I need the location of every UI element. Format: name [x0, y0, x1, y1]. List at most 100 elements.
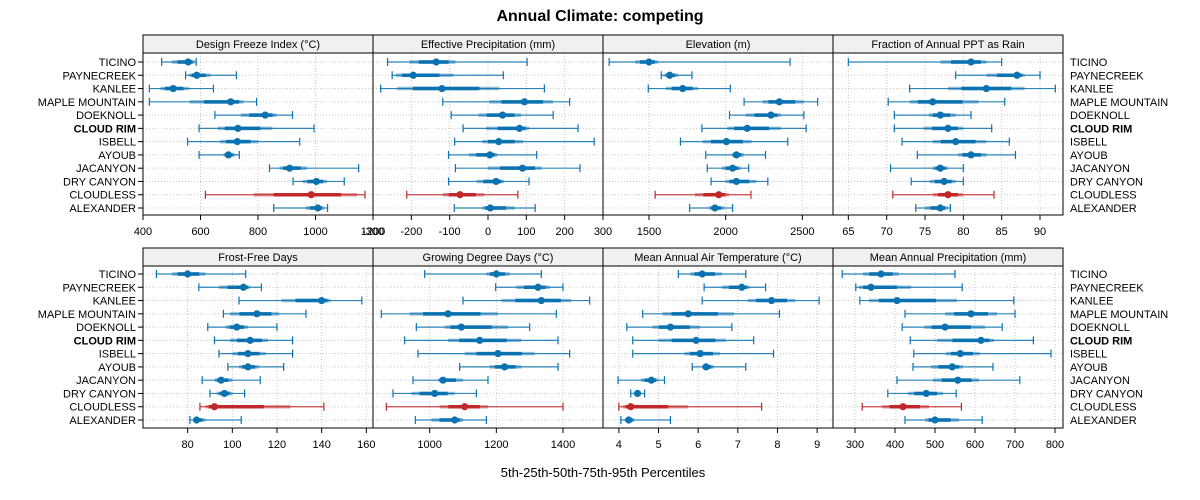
median-point	[940, 177, 948, 186]
median-point	[728, 164, 737, 172]
site-label-left: ALEXANDER	[69, 415, 136, 427]
panel-3: Fraction of Annual PPT as Rain 65 70 75 80 85…	[832, 34, 1064, 238]
median-point	[234, 124, 242, 132]
site-label-right: MAPLE MOUNTAIN	[1070, 309, 1168, 321]
site-row-dry-canyon	[209, 389, 246, 398]
median-point	[767, 111, 775, 119]
median-point	[967, 310, 975, 318]
site-row-alexander	[689, 204, 734, 212]
median-point	[775, 98, 783, 106]
site-label-left: MAPLE MOUNTAIN	[38, 309, 136, 321]
site-row-doeknoll	[901, 323, 1003, 332]
site-label-left: PAYNECREEK	[62, 70, 136, 82]
median-point	[696, 350, 704, 358]
site-row-paynecreek	[855, 283, 963, 292]
site-label-right: PAYNECREEK	[1070, 70, 1144, 82]
median-point	[936, 111, 944, 119]
median-point	[244, 350, 252, 358]
site-label-left: CLOUD RIM	[74, 123, 136, 135]
site-row-cloud-rim	[198, 124, 315, 133]
median-point	[944, 191, 952, 199]
axis-tick-label: 2500	[790, 226, 814, 238]
axis-tick-label: 4	[616, 439, 622, 451]
site-row-paynecreek	[955, 71, 1041, 80]
median-point	[432, 58, 440, 66]
median-point	[244, 363, 252, 371]
site-row-ticino	[386, 58, 528, 66]
site-row-cloudless	[385, 402, 564, 411]
site-label-left: DRY CANYON	[63, 388, 136, 400]
site-row-alexander	[273, 204, 329, 212]
site-row-jacanyon	[412, 376, 489, 385]
median-point	[666, 323, 675, 331]
median-point	[867, 283, 875, 291]
site-row-ayoub	[691, 362, 747, 371]
panel-4: Frost-Free Days 80 100 120 140 160	[142, 247, 375, 451]
median-point	[486, 204, 494, 212]
site-row-paynecreek	[703, 283, 767, 292]
median-point	[929, 98, 937, 106]
site-label-right: CLOUDLESS	[1070, 190, 1137, 202]
axis-tick-label: 300	[846, 439, 864, 451]
site-label-left: JACANYON	[76, 163, 136, 175]
site-row-cloud-rim	[909, 336, 1035, 345]
axis-tick-label: 5	[655, 439, 661, 451]
site-row-jacanyon	[617, 376, 666, 385]
axis-tick-label: 500	[926, 439, 944, 451]
site-label-right: CLOUD RIM	[1070, 123, 1132, 135]
axis-tick-label: 400	[134, 226, 152, 238]
panel-plot-area	[373, 266, 603, 428]
site-row-cloudless	[406, 190, 519, 199]
site-row-isbell	[901, 137, 1010, 146]
site-row-jacanyon	[896, 376, 1021, 385]
site-row-maple-mountain	[904, 309, 1016, 318]
median-point	[192, 416, 201, 424]
site-row-isbell	[454, 137, 595, 146]
median-point	[722, 138, 731, 146]
site-label-left: TICINO	[99, 269, 137, 281]
site-row-maple-mountain	[887, 97, 1006, 106]
site-label-left: CLOUDLESS	[69, 190, 136, 202]
site-row-doeknoll	[214, 111, 294, 120]
site-row-cloudless	[199, 402, 325, 411]
site-label-right: AYOUB	[1070, 362, 1108, 374]
axis-tick-label: 80	[182, 439, 194, 451]
panel-strip-title: Design Freeze Index (°C)	[196, 39, 320, 51]
median-point	[492, 177, 500, 186]
median-point	[217, 376, 225, 384]
median-point	[193, 71, 201, 79]
site-row-jacanyon	[268, 164, 360, 173]
median-point	[982, 84, 990, 93]
site-label-left: TICINO	[99, 57, 137, 69]
site-row-cloud-rim	[462, 124, 579, 133]
site-label-left: AYOUB	[98, 362, 136, 374]
axis-tick-label: 200	[555, 226, 573, 238]
median-point	[498, 111, 507, 119]
site-row-cloud-rim	[893, 124, 993, 133]
site-label-right: TICINO	[1070, 57, 1108, 69]
site-row-isbell	[417, 349, 571, 358]
median-point	[698, 270, 706, 278]
median-point	[679, 84, 687, 93]
median-point	[239, 283, 248, 291]
site-label-right: ALEXANDER	[1070, 203, 1137, 215]
site-row-dry-canyon	[887, 389, 957, 398]
median-point	[952, 138, 960, 146]
axis-tick-label: 70	[881, 226, 893, 238]
median-point	[520, 98, 529, 106]
axis-tick-label: -300	[362, 226, 384, 238]
site-row-paynecreek	[660, 71, 693, 80]
median-point	[210, 403, 219, 411]
axis-tick-label: -200	[400, 226, 422, 238]
axis-tick-label: 1000	[417, 439, 441, 451]
site-row-cloudless	[618, 402, 763, 411]
site-row-dry-canyon	[910, 177, 964, 186]
site-row-isbell	[218, 349, 294, 358]
site-row-ticino	[677, 270, 747, 278]
site-row-ayoub	[198, 150, 240, 159]
median-point	[431, 389, 439, 398]
median-point	[184, 270, 192, 278]
